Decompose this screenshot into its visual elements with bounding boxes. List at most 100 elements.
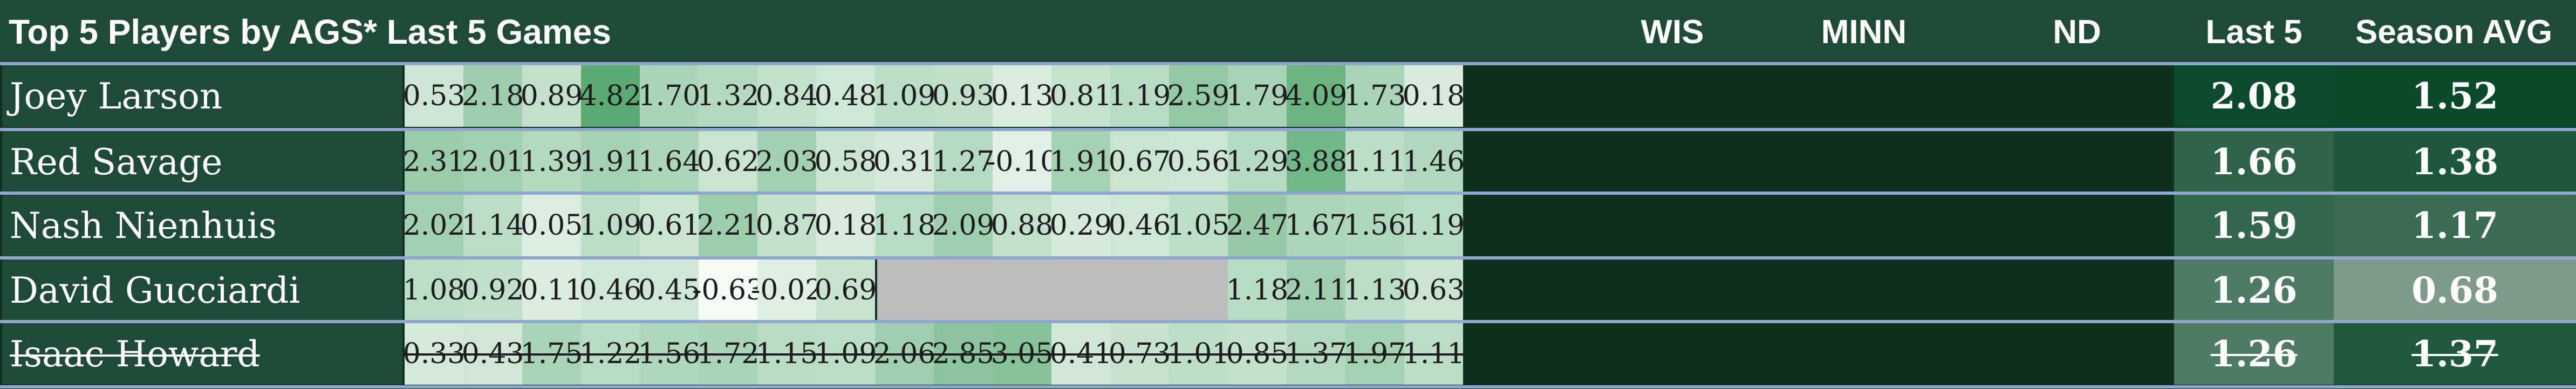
game-score-cell: 0.92 [462, 260, 524, 321]
game-score-cell: 1.01 [1167, 323, 1229, 385]
game-score-cell: 0.87 [756, 195, 818, 256]
table-header [0, 0, 2576, 64]
missing-games-block [877, 260, 1228, 321]
game-score-cell: 3.05 [991, 323, 1053, 385]
game-score-cell: 1.27 [932, 131, 994, 193]
game-score-cell: 0.67 [1109, 131, 1171, 193]
game-score-cell: 0.46 [1109, 195, 1171, 256]
game-score-cell: 2.02 [403, 195, 465, 256]
last5-value: 1.26 [2174, 323, 2334, 385]
game-score-cell: 0.93 [932, 65, 994, 127]
game-score-cell: 0.58 [815, 131, 877, 193]
player-name: Nash Nienhuis [2, 195, 402, 256]
last5-value: 1.26 [2174, 260, 2334, 321]
game-score-cell: 2.11 [1285, 260, 1347, 321]
game-score-cell: 1.22 [579, 323, 641, 385]
game-score-cell: 2.06 [873, 323, 935, 385]
game-score-cell: 0.41 [1050, 323, 1112, 385]
game-score-cell: 1.09 [873, 65, 935, 127]
game-score-cell: 1.70 [638, 65, 700, 127]
game-score-cell: 1.19 [1109, 65, 1171, 127]
game-score-cell: 1.64 [638, 131, 700, 193]
game-score-cell: 1.91 [579, 131, 641, 193]
game-score-cell: 0.88 [991, 195, 1053, 256]
game-score-cell: 1.67 [1285, 195, 1347, 256]
game-score-cell: 2.01 [462, 131, 524, 193]
game-score-cell: 1.46 [1403, 131, 1465, 193]
game-score-cell: 0.73 [1109, 323, 1171, 385]
game-score-cell: 1.09 [815, 323, 877, 385]
game-score-cell: 1.72 [697, 323, 759, 385]
game-score-cell: 1.97 [1344, 323, 1406, 385]
game-score-cell: 1.11 [1403, 323, 1465, 385]
game-score-cell: 0.63 [1403, 260, 1465, 321]
game-score-cell: 2.03 [756, 131, 818, 193]
game-score-cell: 1.14 [462, 195, 524, 256]
last5-value: 1.59 [2174, 195, 2334, 256]
game-score-cell: 1.37 [1285, 323, 1347, 385]
game-score-cell: 0.18 [815, 195, 877, 256]
game-score-cell: 0.11 [521, 260, 583, 321]
header-opponent-wis: WIS [1641, 13, 1704, 51]
game-score-cell: 1.05 [1167, 195, 1229, 256]
game-score-cell: 2.85 [932, 323, 994, 385]
season-avg-value: 1.52 [2334, 65, 2576, 127]
game-score-cell: 1.09 [579, 195, 641, 256]
game-score-cell: 3.88 [1285, 131, 1347, 193]
season-avg-value: 1.37 [2334, 323, 2576, 385]
game-score-cell: 1.79 [1226, 65, 1288, 127]
game-score-cell: 0.05 [521, 195, 583, 256]
game-score-cell: 0.56 [1167, 131, 1229, 193]
player-name: Joey Larson [2, 65, 402, 127]
game-score-cell: -0.02 [751, 260, 823, 321]
game-score-cell: 1.08 [403, 260, 465, 321]
row-separator [0, 256, 2576, 260]
game-score-cell: 1.18 [873, 195, 935, 256]
game-score-cell: 1.91 [1050, 131, 1112, 193]
game-score-cell: 0.45 [638, 260, 700, 321]
game-score-cell: 0.89 [521, 65, 583, 127]
game-score-cell: -0.10 [986, 131, 1058, 193]
game-score-cell: 2.21 [697, 195, 759, 256]
header-opponent-nd: ND [2053, 13, 2101, 51]
row-separator [0, 385, 2576, 388]
last5-value: 2.08 [2174, 65, 2334, 127]
game-score-cell: 0.69 [815, 260, 877, 321]
header-last5: Last 5 [2205, 13, 2302, 51]
game-score-cell: 1.19 [1403, 195, 1465, 256]
game-score-cell: 1.32 [697, 65, 759, 127]
game-score-cell: 1.73 [1344, 65, 1406, 127]
game-score-cell: 0.84 [756, 65, 818, 127]
player-name: Red Savage [2, 131, 402, 193]
game-score-cell: 0.85 [1226, 323, 1288, 385]
season-avg-value: 1.38 [2334, 131, 2576, 193]
table-title: Top 5 Players by AGS* Last 5 Games [9, 12, 611, 51]
game-score-cell: 0.62 [697, 131, 759, 193]
game-score-cell: 2.31 [403, 131, 465, 193]
game-score-cell: 4.09 [1285, 65, 1347, 127]
player-name: David Gucciardi [2, 260, 402, 321]
game-score-cell: 2.47 [1226, 195, 1288, 256]
row-separator [0, 128, 2576, 131]
game-score-cell: 0.61 [638, 195, 700, 256]
last5-value: 1.66 [2174, 131, 2334, 193]
player-name: Isaac Howard [2, 323, 402, 385]
game-score-cell: 2.59 [1167, 65, 1229, 127]
header-season-avg: Season AVG [2355, 13, 2553, 51]
season-avg-value: 0.68 [2334, 260, 2576, 321]
game-score-cell: 0.43 [462, 323, 524, 385]
game-score-cell: 2.18 [462, 65, 524, 127]
game-score-cell: 0.31 [873, 131, 935, 193]
game-score-cell: 1.15 [756, 323, 818, 385]
header-opponent-minn: MINN [1821, 13, 1907, 51]
game-score-cell: 0.53 [403, 65, 465, 127]
game-score-cell: 1.18 [1226, 260, 1288, 321]
game-score-cell: 0.81 [1050, 65, 1112, 127]
game-score-cell: 2.09 [932, 195, 994, 256]
game-score-cell: 1.39 [521, 131, 583, 193]
game-score-cell: 0.33 [403, 323, 465, 385]
game-score-cell: 1.56 [638, 323, 700, 385]
game-score-cell: 1.13 [1344, 260, 1406, 321]
game-score-cell: 1.29 [1226, 131, 1288, 193]
